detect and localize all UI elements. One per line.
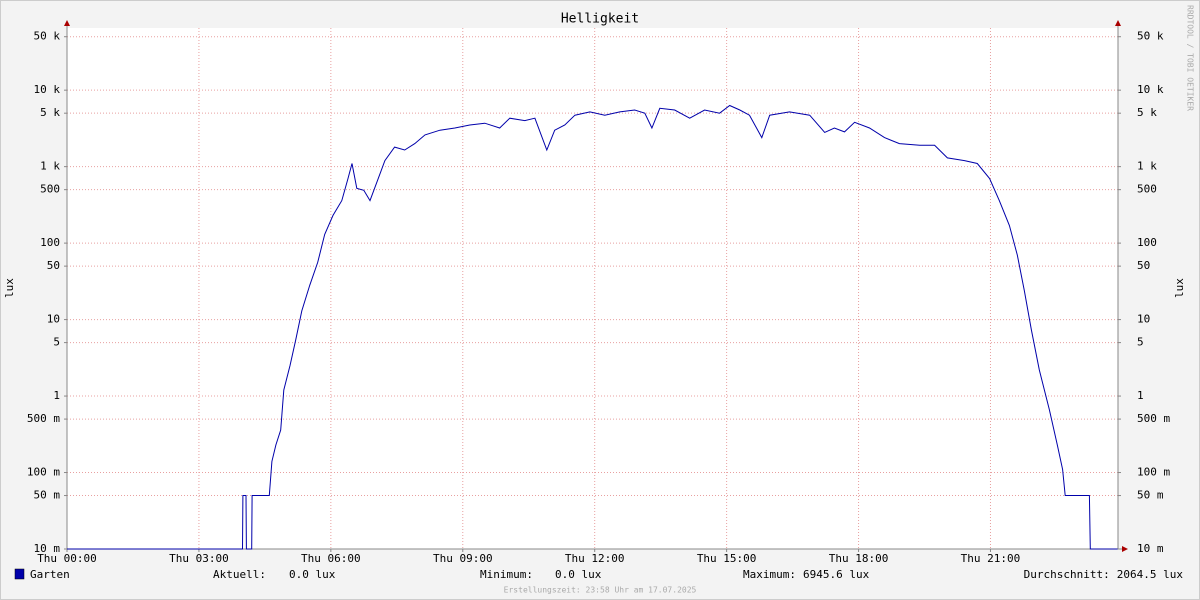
y-tick-label: 500 m xyxy=(27,412,60,425)
watermark: RRDTOOL / TOBI OETIKER xyxy=(1186,5,1195,111)
stat-value: 2064.5 lux xyxy=(1117,568,1184,581)
y2-tick-label: 10 xyxy=(1137,313,1150,326)
y-tick-label: 10 k xyxy=(34,83,61,96)
y2-tick-label: 50 m xyxy=(1137,489,1164,502)
y2-tick-label: 50 k xyxy=(1137,30,1164,43)
y2-tick-label: 5 k xyxy=(1137,106,1157,119)
x-tick-label: Thu 12:00 xyxy=(565,552,625,565)
y-tick-label: 500 xyxy=(40,183,60,196)
y-tick-label: 50 m xyxy=(34,489,61,502)
footer: Erstellungszeit: 23:58 Uhr am 17.07.2025 xyxy=(504,586,697,595)
stat-value: 6945.6 lux xyxy=(803,568,870,581)
stat-label: Minimum: xyxy=(480,568,533,581)
y2-tick-label: 50 xyxy=(1137,259,1150,272)
y-tick-label: 100 xyxy=(40,236,60,249)
y2-tick-label: 1 xyxy=(1137,389,1144,402)
y-tick-label: 10 m xyxy=(34,542,61,555)
x-tick-label: Thu 21:00 xyxy=(961,552,1021,565)
x-tick-label: Thu 03:00 xyxy=(169,552,229,565)
plot-area xyxy=(67,28,1118,549)
axis-arrow xyxy=(1115,20,1121,26)
y2-axis-label: lux xyxy=(1173,278,1186,298)
y2-tick-label: 500 m xyxy=(1137,412,1170,425)
y2-tick-label: 10 m xyxy=(1137,542,1164,555)
y-tick-label: 10 xyxy=(47,313,60,326)
y-tick-label: 5 xyxy=(53,336,60,349)
y-tick-label: 50 xyxy=(47,259,60,272)
chart-title: Helligkeit xyxy=(561,12,639,27)
y2-tick-label: 10 k xyxy=(1137,83,1164,96)
y2-tick-label: 100 m xyxy=(1137,466,1170,479)
y-tick-label: 100 m xyxy=(27,466,60,479)
y-tick-label: 5 k xyxy=(40,106,60,119)
x-tick-label: Thu 00:00 xyxy=(37,552,97,565)
stat-label: Durchschnitt: xyxy=(1024,568,1110,581)
y2-tick-label: 500 xyxy=(1137,183,1157,196)
x-tick-label: Thu 18:00 xyxy=(829,552,889,565)
legend-swatch xyxy=(14,568,25,580)
y-axis-label: lux xyxy=(3,278,16,298)
y2-tick-label: 100 xyxy=(1137,236,1157,249)
x-tick-label: Thu 15:00 xyxy=(697,552,757,565)
axis-arrow xyxy=(64,20,70,26)
stat-label: Aktuell: xyxy=(213,568,266,581)
x-tick-label: Thu 09:00 xyxy=(433,552,493,565)
axis-arrow xyxy=(1122,546,1128,552)
series-line xyxy=(67,104,1118,550)
y2-tick-label: 1 k xyxy=(1137,160,1157,173)
stat-value: 0.0 lux xyxy=(289,568,336,581)
legend-label: Garten xyxy=(30,568,70,581)
stat-value: 0.0 lux xyxy=(555,568,602,581)
y-tick-label: 1 xyxy=(53,389,60,402)
y-tick-label: 1 k xyxy=(40,160,60,173)
x-tick-label: Thu 06:00 xyxy=(301,552,361,565)
stat-label: Maximum: xyxy=(743,568,796,581)
y-tick-label: 50 k xyxy=(34,30,61,43)
y2-tick-label: 5 xyxy=(1137,336,1144,349)
